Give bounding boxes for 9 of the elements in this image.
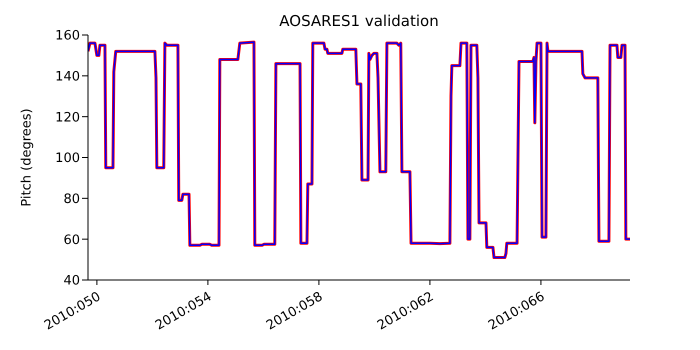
y-tick-label: 160 [55,28,80,44]
y-tick-label: 120 [55,110,80,126]
y-tick-label: 100 [55,151,80,166]
y-tick-label: 140 [55,69,80,84]
y-tick-label: 60 [63,232,80,248]
chart-title: AOSARES1 validation [278,12,440,30]
y-tick-label: 40 [63,274,80,289]
y-tick-label: 80 [63,192,80,207]
y-axis-title: Pitch (degrees) [20,108,35,207]
